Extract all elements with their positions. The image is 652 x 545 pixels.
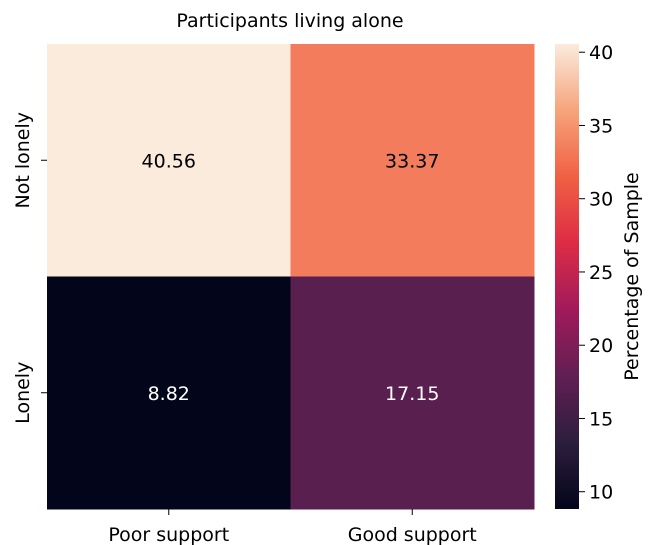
colorbar-tick-label: 15 xyxy=(589,408,613,430)
colorbar-tick-label: 40 xyxy=(589,42,613,64)
chart-title: Participants living alone xyxy=(176,10,403,32)
heatmap-cell xyxy=(47,276,291,510)
cell-value-label: 17.15 xyxy=(385,383,439,405)
y-tick-label: Not lonely xyxy=(12,112,34,208)
colorbar-tick-label: 30 xyxy=(589,189,613,211)
heatmap-cell xyxy=(290,44,535,277)
colorbar-label: Percentage of Sample xyxy=(621,172,643,381)
cell-value-label: 33.37 xyxy=(385,150,439,172)
heatmap-cell xyxy=(290,276,535,510)
colorbar: 10 15 20 25 30 35 40 Percentage of Sample xyxy=(555,42,643,509)
cell-value-label: 40.56 xyxy=(142,150,196,172)
colorbar-ticks: 10 15 20 25 30 35 40 xyxy=(579,42,613,504)
y-axis: Not lonely Lonely xyxy=(12,112,47,424)
heatmap-value-labels: 40.56 33.37 8.82 17.15 xyxy=(142,150,440,405)
x-tick-label: Good support xyxy=(348,524,477,545)
colorbar-tick-label: 25 xyxy=(589,262,613,284)
colorbar-tick-label: 35 xyxy=(589,115,613,137)
x-tick-label: Poor support xyxy=(108,524,229,545)
colorbar-tick-label: 10 xyxy=(589,482,613,504)
colorbar-gradient xyxy=(555,44,579,509)
y-tick-label: Lonely xyxy=(12,362,34,424)
colorbar-tick-label: 20 xyxy=(589,335,613,357)
heatmap-cells xyxy=(47,44,535,510)
x-axis: Poor support Good support xyxy=(108,509,477,545)
cell-value-label: 8.82 xyxy=(148,383,190,405)
heatmap-cell xyxy=(47,44,291,277)
